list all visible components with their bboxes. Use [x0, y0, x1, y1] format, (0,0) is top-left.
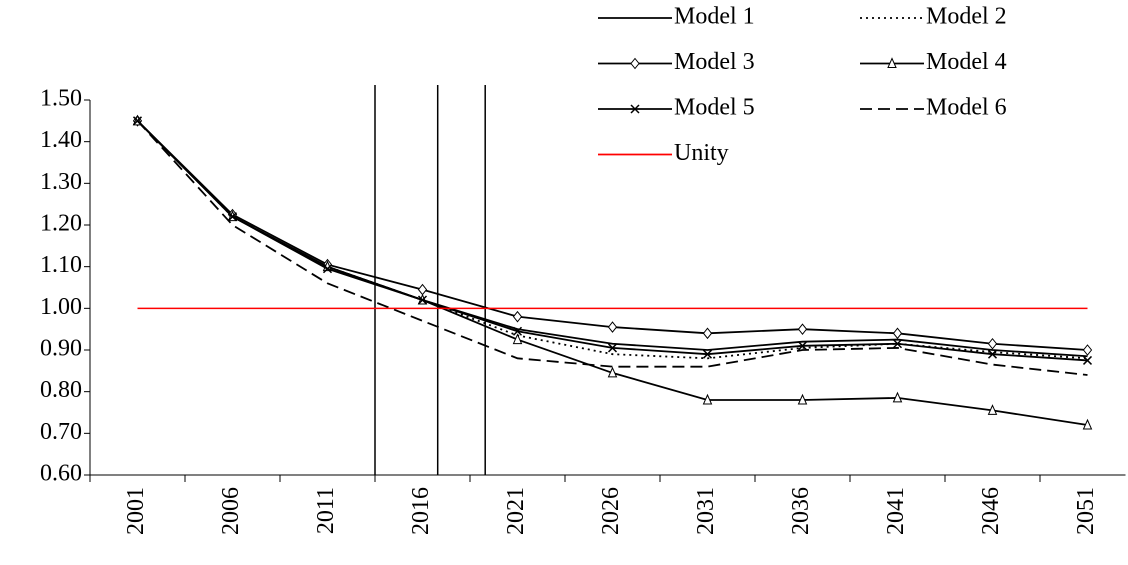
marker: [607, 343, 618, 353]
y-tick-label: 0.70: [40, 419, 82, 445]
marker: [987, 404, 998, 415]
series-line: [136, 120, 1088, 358]
x-tick-label: 2021: [503, 487, 529, 535]
marker: [887, 57, 897, 68]
y-tick-label: 1.30: [40, 169, 82, 195]
x-tick-label: 2046: [978, 487, 1004, 535]
x-tick-label: 2016: [408, 487, 434, 535]
y-tick-label: 1.50: [40, 86, 82, 112]
legend-label: Model 5: [674, 95, 755, 121]
legend-label: Model 3: [674, 49, 755, 75]
marker: [1082, 418, 1093, 430]
legend-label: Model 4: [926, 49, 1007, 75]
x-tick-label: 2041: [883, 487, 909, 535]
x-tick-label: 2006: [218, 487, 244, 535]
x-tick-label: 2036: [788, 487, 814, 535]
marker: [702, 327, 713, 340]
y-tick-label: 1.10: [40, 252, 82, 278]
x-tick-label: 2051: [1073, 487, 1099, 535]
marker: [987, 349, 998, 359]
marker: [417, 283, 428, 296]
y-tick-label: 0.60: [40, 461, 82, 487]
marker: [797, 323, 808, 335]
marker: [512, 326, 523, 336]
marker: [797, 393, 808, 405]
marker: [1082, 355, 1093, 365]
legend-label: Unity: [674, 140, 729, 166]
x-tick-label: 2011: [313, 487, 339, 534]
series-line: [136, 120, 1088, 376]
marker: [892, 391, 903, 403]
marker: [892, 339, 903, 349]
y-tick-label: 1.40: [40, 127, 82, 153]
marker: [892, 327, 903, 340]
y-tick-label: 0.90: [40, 336, 82, 362]
x-tick-label: 2026: [598, 487, 624, 535]
marker: [322, 264, 333, 274]
marker: [987, 337, 998, 350]
legend-label: Model 1: [674, 4, 755, 30]
marker: [227, 212, 238, 222]
marker: [797, 341, 808, 351]
marker: [702, 349, 713, 359]
marker: [630, 104, 640, 114]
marker: [630, 57, 640, 70]
marker: [607, 321, 618, 333]
y-tick-label: 1.00: [40, 294, 82, 320]
marker: [417, 295, 428, 305]
marker: [512, 333, 523, 345]
series-line: [136, 120, 1088, 426]
y-tick-label: 0.80: [40, 377, 82, 403]
marker: [512, 310, 523, 323]
legend-label: Model 2: [926, 4, 1007, 30]
marker: [702, 393, 713, 405]
y-tick-label: 1.20: [40, 211, 82, 237]
marker: [607, 366, 618, 378]
legend-label: Model 6: [926, 95, 1007, 121]
x-tick-label: 2001: [123, 487, 149, 535]
marker: [1082, 344, 1093, 356]
x-tick-label: 2031: [693, 487, 719, 535]
